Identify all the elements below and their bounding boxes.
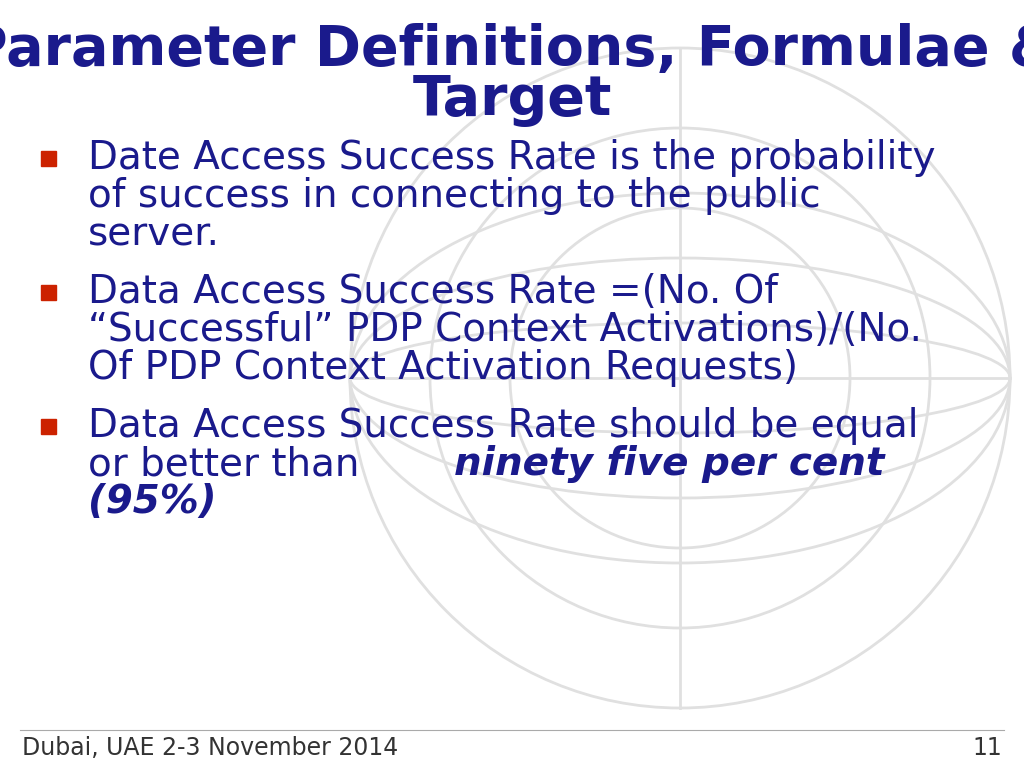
FancyBboxPatch shape [41, 284, 55, 300]
Text: Date Access Success Rate is the probability: Date Access Success Rate is the probabil… [88, 139, 936, 177]
Text: Target: Target [413, 73, 611, 127]
Text: 11: 11 [972, 736, 1002, 760]
Text: Data Access Success Rate =(No. Of: Data Access Success Rate =(No. Of [88, 273, 778, 311]
FancyBboxPatch shape [41, 151, 55, 165]
FancyBboxPatch shape [41, 419, 55, 433]
Text: Parameter Definitions, Formulae &: Parameter Definitions, Formulae & [0, 23, 1024, 77]
Text: ninety five per cent: ninety five per cent [454, 445, 885, 483]
Text: Data Access Success Rate should be equal: Data Access Success Rate should be equal [88, 407, 919, 445]
Text: or better than: or better than [88, 445, 372, 483]
Text: server.: server. [88, 215, 220, 253]
Text: “Successful” PDP Context Activations)/(No.: “Successful” PDP Context Activations)/(N… [88, 311, 922, 349]
Text: of success in connecting to the public: of success in connecting to the public [88, 177, 820, 215]
Text: Of PDP Context Activation Requests): Of PDP Context Activation Requests) [88, 349, 798, 387]
Text: Dubai, UAE 2-3 November 2014: Dubai, UAE 2-3 November 2014 [22, 736, 398, 760]
Text: (95%): (95%) [88, 483, 216, 521]
